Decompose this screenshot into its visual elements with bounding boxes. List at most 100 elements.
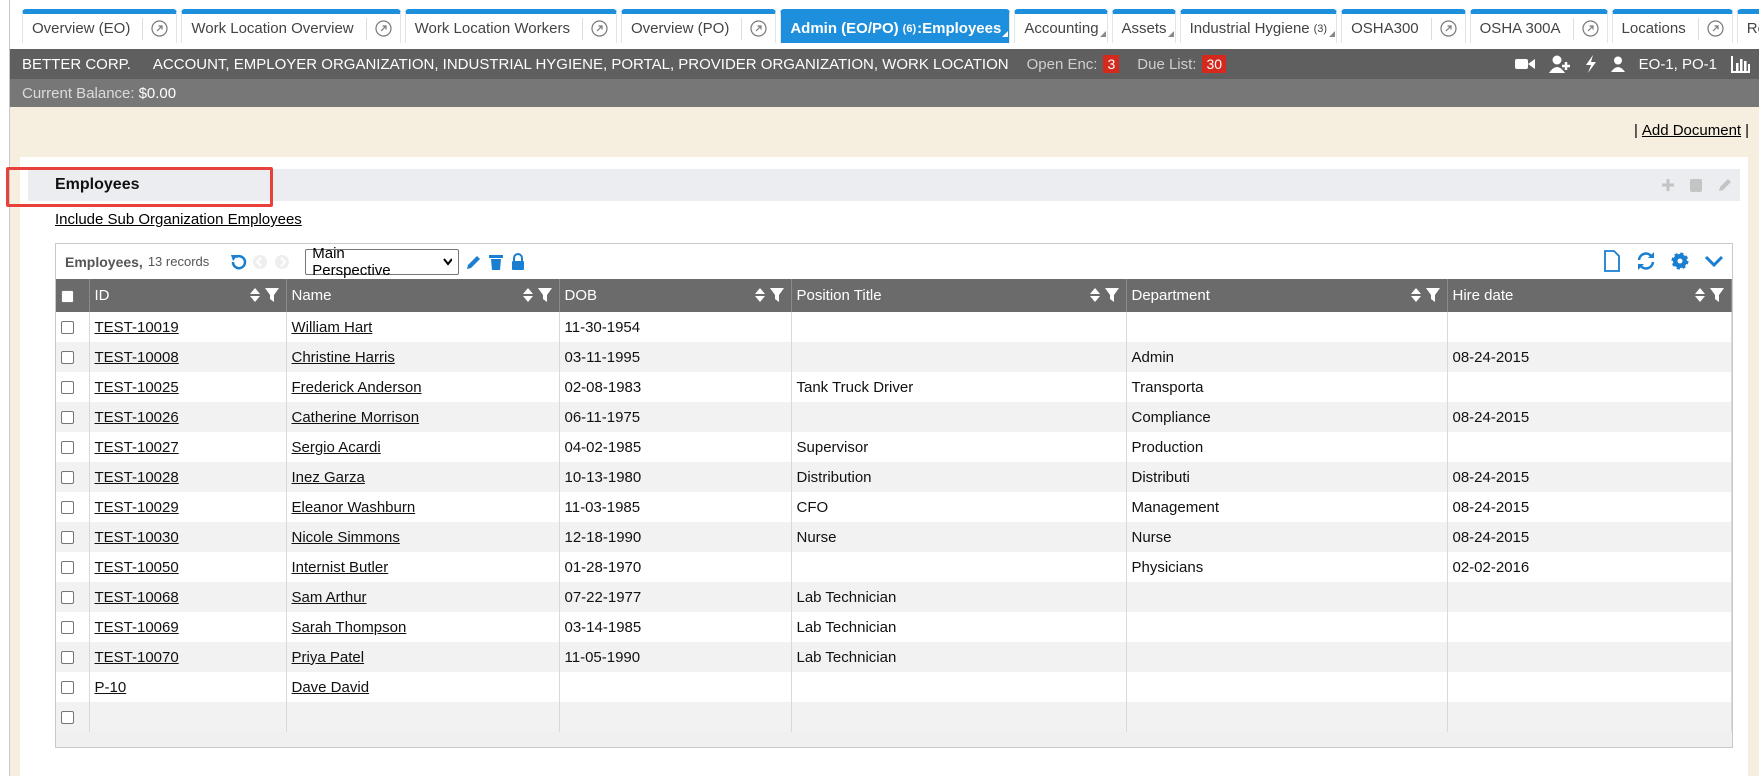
employee-name-link[interactable]: Sergio Acardi [291, 438, 381, 456]
video-icon[interactable] [1514, 56, 1535, 72]
checkbox[interactable] [61, 411, 74, 425]
filter-icon[interactable] [264, 287, 280, 303]
user-roles[interactable]: EO-1, PO-1 [1638, 55, 1717, 73]
popout-icon[interactable] [1581, 20, 1599, 37]
filter-icon[interactable] [769, 287, 785, 303]
popout-icon[interactable] [375, 20, 392, 37]
checkbox[interactable] [61, 381, 74, 395]
open-enc-count[interactable]: 3 [1103, 55, 1120, 73]
chart-icon[interactable] [1731, 55, 1751, 73]
employee-id-link[interactable]: TEST-10025 [94, 378, 179, 396]
reset-icon[interactable] [229, 253, 247, 271]
popout-icon[interactable] [1440, 20, 1457, 37]
export-icon[interactable] [1602, 250, 1622, 272]
column-header[interactable]: Name [286, 279, 560, 312]
column-header[interactable]: Position Title [791, 279, 1127, 312]
popout-icon[interactable] [151, 20, 168, 37]
employee-name-link[interactable]: Inez Garza [291, 468, 365, 486]
employee-name-link[interactable]: Catherine Morrison [291, 408, 420, 426]
add-user-icon[interactable] [1548, 55, 1571, 73]
sort-icon[interactable] [522, 287, 534, 303]
edit-icon[interactable] [1716, 176, 1732, 194]
employee-id-link[interactable]: TEST-10026 [94, 408, 179, 426]
tab[interactable]: Referred Orders [1736, 9, 1759, 43]
employee-id-link[interactable]: TEST-10030 [94, 528, 179, 546]
sort-icon[interactable] [1410, 287, 1422, 303]
sort-icon[interactable] [249, 287, 261, 303]
add-document-link[interactable]: Add Document [1641, 122, 1742, 139]
tab[interactable]: Overview (PO) [620, 9, 777, 43]
popout-icon[interactable] [750, 20, 767, 37]
employee-id-link[interactable]: TEST-10069 [94, 618, 179, 636]
tab[interactable]: Industrial Hygiene (3) [1179, 9, 1338, 43]
checkbox[interactable] [61, 651, 74, 665]
employee-name-link[interactable]: Eleanor Washburn [291, 498, 416, 516]
checkbox[interactable] [61, 289, 74, 303]
filter-icon[interactable] [1425, 287, 1441, 303]
tab[interactable]: Accounting [1014, 9, 1108, 43]
bolt-icon[interactable] [1585, 55, 1597, 73]
tab[interactable]: Work Location Overview [181, 9, 401, 43]
popout-icon[interactable] [1707, 20, 1724, 37]
column-header[interactable]: ID [89, 279, 287, 312]
checkbox[interactable] [61, 531, 74, 545]
employee-id-link[interactable]: TEST-10029 [94, 498, 179, 516]
checkbox[interactable] [61, 471, 74, 485]
edit-perspective-icon[interactable] [465, 253, 483, 271]
checkbox[interactable] [61, 351, 74, 365]
employee-id-link[interactable]: TEST-10070 [94, 648, 179, 666]
include-sub-org-link[interactable]: Include Sub Organization Employees [55, 211, 302, 228]
lock-icon[interactable] [509, 252, 527, 271]
perspective-select[interactable]: Main Perspective [305, 245, 460, 279]
column-header[interactable]: DOB [559, 279, 792, 312]
delete-icon[interactable] [487, 253, 505, 271]
filter-icon[interactable] [1104, 287, 1120, 303]
employee-name-link[interactable]: Internist Butler [291, 558, 389, 576]
due-list-count[interactable]: 30 [1202, 55, 1227, 73]
checkbox[interactable] [61, 561, 74, 575]
employee-name-link[interactable]: Dave David [291, 678, 370, 696]
checkbox[interactable] [61, 681, 74, 695]
employee-id-link[interactable]: TEST-10008 [94, 348, 179, 366]
sort-icon[interactable] [754, 287, 766, 303]
sort-icon[interactable] [1694, 287, 1706, 303]
filter-icon[interactable] [1709, 287, 1725, 303]
employee-id-link[interactable]: TEST-10027 [94, 438, 179, 456]
add-icon[interactable] [1660, 176, 1676, 194]
checkbox[interactable] [61, 501, 74, 515]
tab[interactable]: OSHA 300A [1469, 9, 1608, 43]
column-header[interactable]: Department [1126, 279, 1448, 312]
popout-icon[interactable] [591, 20, 608, 37]
employee-name-link[interactable]: Nicole Simmons [291, 528, 400, 546]
collapse-icon[interactable] [1704, 250, 1724, 272]
checkbox[interactable] [61, 711, 74, 725]
sort-icon[interactable] [1089, 287, 1101, 303]
checkbox[interactable] [61, 321, 74, 335]
checkbox[interactable] [61, 591, 74, 605]
employee-name-link[interactable]: Christine Harris [291, 348, 395, 366]
employee-name-link[interactable]: Priya Patel [291, 648, 365, 666]
refresh-icon[interactable] [1636, 250, 1656, 272]
settings-icon[interactable] [1670, 250, 1690, 272]
employee-name-link[interactable]: William Hart [291, 318, 373, 336]
filter-icon[interactable] [537, 287, 553, 303]
employee-name-link[interactable]: Sam Arthur [291, 588, 367, 606]
organization[interactable]: BETTER CORP. [22, 55, 131, 73]
tab[interactable]: Admin (EO/PO) (6):Employees [780, 9, 1011, 43]
tab[interactable]: OSHA300 [1341, 9, 1466, 43]
employee-id-link[interactable]: TEST-10050 [94, 558, 179, 576]
column-header[interactable]: Hire date [1447, 279, 1732, 312]
employee-id-link[interactable]: TEST-10068 [94, 588, 179, 606]
employee-name-link[interactable]: Sarah Thompson [291, 618, 407, 636]
tab[interactable]: Locations [1611, 9, 1733, 43]
tab[interactable]: Assets [1111, 9, 1176, 43]
employee-name-link[interactable]: Frederick Anderson [291, 378, 422, 396]
employee-id-link[interactable]: P-10 [94, 678, 127, 696]
employee-id-link[interactable]: TEST-10028 [94, 468, 179, 486]
checkbox[interactable] [61, 441, 74, 455]
employee-id-link[interactable]: TEST-10019 [94, 318, 179, 336]
tab[interactable]: Work Location Workers [404, 9, 617, 43]
tab[interactable]: Overview (EO) [22, 9, 178, 43]
book-icon[interactable] [1688, 176, 1704, 194]
checkbox[interactable] [61, 621, 74, 635]
